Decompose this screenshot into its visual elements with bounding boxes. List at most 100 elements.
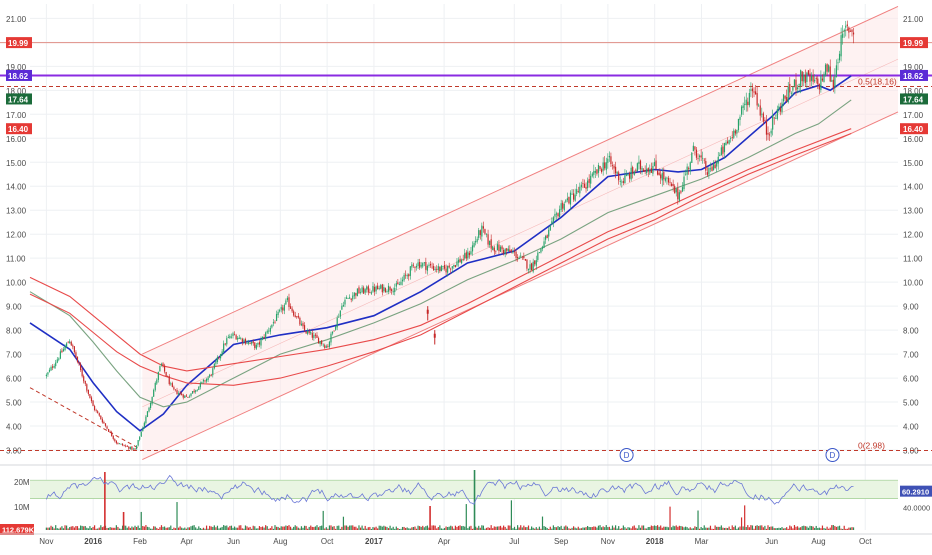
candle-body [588,178,590,183]
volume-bar [327,528,329,530]
candle-body [534,260,536,265]
volume-bar [513,526,516,530]
volume-bar [565,525,567,530]
volume-bar [849,527,852,530]
volume-bar [526,527,528,530]
volume-bar [534,528,536,530]
candle-body [758,104,760,106]
y-tick-label-left: 6.00 [6,375,22,384]
candle-body [467,251,469,259]
volume-bar [297,527,299,530]
volume-bar [140,511,142,530]
volume-bar [426,525,429,530]
volume-bar [689,527,691,530]
volume-bar [576,528,578,530]
volume-bar [171,528,173,530]
candle-body [698,155,701,158]
volume-bar [554,527,556,530]
candle-body [789,83,791,93]
candle-body [201,381,203,384]
y-tick-label-left: 4.00 [6,423,22,432]
candle-body [101,419,103,423]
volume-bars [45,470,855,530]
volume-bar [425,526,427,530]
candle-body [363,287,365,294]
candle-body [202,379,205,382]
volume-bar [824,528,827,530]
candle-body [45,374,47,377]
candle-body [803,74,805,82]
candle-body [342,305,345,307]
candle-body [779,108,782,112]
volume-bar [401,526,404,530]
volume-bar [787,528,789,530]
volume-bar [546,527,548,530]
candle-body [386,291,388,293]
volume-bar [48,527,51,530]
volume-bar [135,526,138,530]
candle-body [53,365,55,368]
candle-body [548,229,550,237]
candle-body [445,268,447,273]
candle-body [126,446,128,447]
volume-spike [122,512,125,530]
candle-body [83,376,85,382]
candle-body [145,416,147,424]
candle-body [490,239,492,249]
candle-body [307,330,309,334]
candle-body [566,198,568,201]
candle-body [47,372,49,375]
candle-body [128,446,130,449]
candle-body [232,333,234,337]
y-tick-label-right: 13.00 [903,207,924,216]
candle-body [291,308,293,312]
candle-body [742,105,744,109]
candle-body [496,244,498,251]
y-tick-label-left: 11.00 [6,255,26,264]
volume-bar [352,525,354,530]
y-tick-label-left: 17.00 [6,111,27,120]
candle-body [420,265,422,267]
volume-bar [717,526,719,530]
candle-body [814,79,816,82]
candle-body [621,181,623,183]
candle-body [750,89,752,91]
candle-body [361,287,363,293]
candle-body [131,446,133,450]
candle-body [697,158,699,160]
candle-body [524,259,526,261]
volume-bar [655,525,657,530]
volume-bar [336,525,338,530]
candle-body [428,264,430,266]
candle-body [765,121,768,135]
candle-body [493,247,495,252]
volume-bar [649,526,651,530]
volume-bar [722,527,724,530]
candle-body [209,374,211,377]
volume-bar [708,527,710,530]
volume-bar [109,527,111,530]
y-tick-label-left: 19.00 [6,63,27,72]
candle-body [303,325,306,331]
volume-bar [76,526,79,530]
volume-bar [386,526,388,530]
volume-bar [806,526,808,530]
candle-body [414,267,416,268]
candle-body [462,259,464,261]
candle-body [835,65,838,77]
volume-bar [419,526,421,530]
candle-body [230,336,233,338]
candle-body [680,191,682,193]
candle-body [842,33,844,38]
volume-bar [387,528,390,530]
candle-body [646,168,648,174]
volume-bar [112,527,114,530]
volume-bar [324,528,326,530]
candle-body [641,167,643,170]
volume-bar [78,528,80,530]
candle-body [636,163,638,172]
volume-bar [163,526,166,530]
volume-bar [229,525,231,530]
candle-body [434,268,436,270]
